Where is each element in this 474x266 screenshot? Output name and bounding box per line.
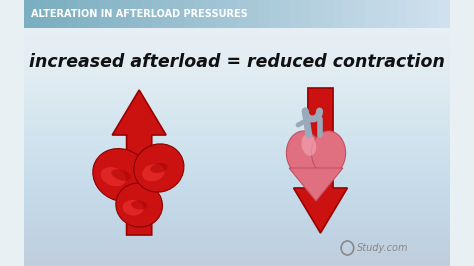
Bar bbox=[46, 0, 56, 28]
Bar bbox=[354, 0, 365, 28]
Text: ALTERATION IN AFTERLOAD PRESSURES: ALTERATION IN AFTERLOAD PRESSURES bbox=[31, 9, 248, 19]
Bar bbox=[163, 0, 173, 28]
Ellipse shape bbox=[123, 200, 144, 215]
Bar bbox=[439, 0, 450, 28]
Bar bbox=[269, 0, 280, 28]
Bar bbox=[227, 0, 237, 28]
Bar bbox=[333, 0, 343, 28]
Bar bbox=[290, 0, 301, 28]
Bar bbox=[35, 0, 46, 28]
Bar bbox=[56, 0, 67, 28]
Bar bbox=[67, 0, 77, 28]
Bar bbox=[301, 0, 311, 28]
Bar bbox=[428, 0, 439, 28]
Bar bbox=[141, 0, 152, 28]
Bar bbox=[88, 0, 99, 28]
Bar bbox=[247, 0, 258, 28]
Bar bbox=[407, 0, 418, 28]
Bar bbox=[343, 0, 354, 28]
Bar bbox=[397, 0, 407, 28]
Ellipse shape bbox=[131, 201, 147, 209]
Bar bbox=[24, 0, 35, 28]
Ellipse shape bbox=[311, 131, 346, 175]
Bar bbox=[99, 0, 109, 28]
Bar bbox=[311, 0, 322, 28]
Bar bbox=[280, 0, 290, 28]
Bar bbox=[258, 0, 269, 28]
Bar bbox=[322, 0, 333, 28]
Bar bbox=[375, 0, 386, 28]
Ellipse shape bbox=[142, 164, 164, 181]
Ellipse shape bbox=[111, 169, 131, 181]
Bar bbox=[365, 0, 375, 28]
Bar bbox=[173, 0, 184, 28]
Bar bbox=[386, 0, 397, 28]
Ellipse shape bbox=[116, 183, 163, 227]
Polygon shape bbox=[112, 90, 166, 235]
Ellipse shape bbox=[286, 131, 320, 175]
Bar bbox=[418, 0, 428, 28]
Bar bbox=[131, 0, 141, 28]
Bar bbox=[205, 0, 216, 28]
Text: Study.com: Study.com bbox=[357, 243, 409, 253]
Bar bbox=[152, 0, 163, 28]
Polygon shape bbox=[289, 168, 343, 201]
Bar bbox=[237, 0, 247, 28]
Bar bbox=[109, 0, 120, 28]
Bar bbox=[77, 0, 88, 28]
Ellipse shape bbox=[150, 163, 168, 173]
Ellipse shape bbox=[134, 144, 184, 192]
Bar bbox=[194, 0, 205, 28]
Ellipse shape bbox=[100, 167, 126, 186]
Text: increased afterload = reduced contraction: increased afterload = reduced contractio… bbox=[29, 53, 445, 71]
Ellipse shape bbox=[301, 134, 316, 156]
Bar bbox=[184, 0, 194, 28]
Polygon shape bbox=[293, 88, 347, 233]
Ellipse shape bbox=[93, 148, 150, 201]
Bar bbox=[120, 0, 131, 28]
Bar bbox=[216, 0, 227, 28]
